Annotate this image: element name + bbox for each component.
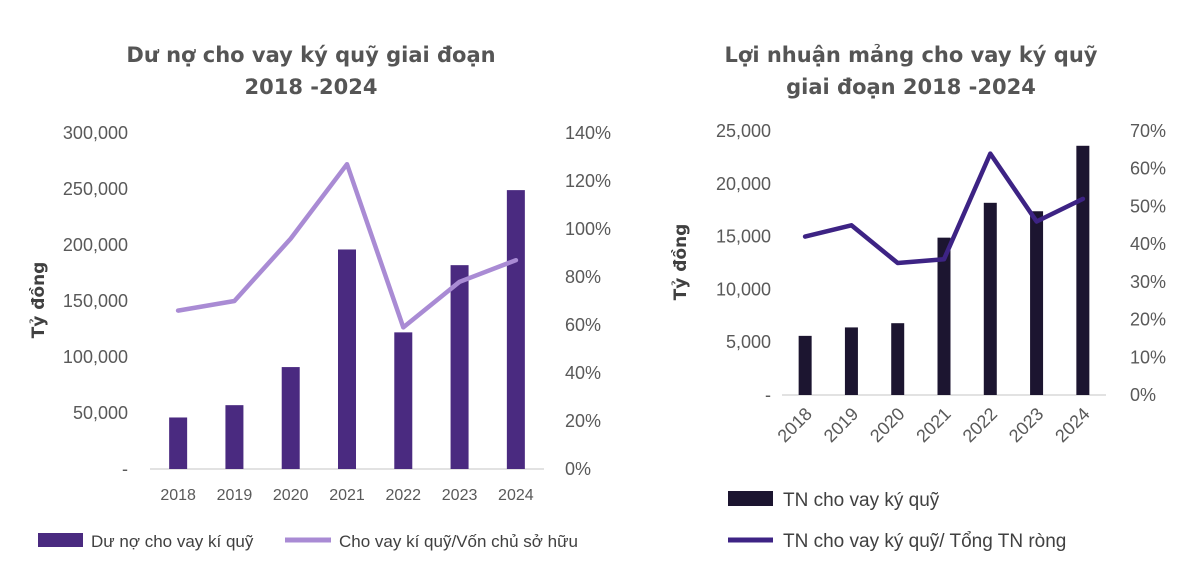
chart-2-y2-tick: 10% (1130, 347, 1166, 367)
chart-2-bar (798, 335, 812, 395)
chart-2-y2-tick: 50% (1130, 196, 1166, 216)
chart-1-line (175, 161, 519, 330)
chart-1-bar (506, 190, 525, 469)
chart-1-y2-tick: 20% (565, 411, 601, 431)
chart-2-y2-tick: 60% (1130, 159, 1166, 179)
chart-2-y2-ticks: 0% 10% 20% 30% 40% 50% 60% 70% (1130, 121, 1166, 405)
chart-2-y-tick: - (765, 385, 771, 405)
chart-1-y-tick: 50,000 (73, 403, 128, 423)
chart-1-y-tick: 250,000 (63, 179, 128, 199)
chart-2-bar (937, 237, 951, 395)
chart-2-x-tick: 2021 (912, 404, 954, 446)
chart-1-y-axis-title: Tỷ đồng (28, 262, 49, 339)
chart-1-legend-line-label: Cho vay kí quỹ/Vốn chủ sở hữu (339, 532, 578, 551)
chart-1-y-tick: 100,000 (63, 347, 128, 367)
chart-1-x-tick: 2023 (442, 487, 478, 504)
chart-2-legend-line-label: TN cho vay ký quỹ/ Tổng TN ròng (783, 531, 1066, 552)
chart-1-y-tick: - (122, 459, 128, 479)
chart-1-y2-tick: 100% (565, 219, 611, 239)
chart-1-bar (225, 405, 244, 469)
chart-2-y2-tick: 0% (1130, 385, 1156, 405)
chart-2-bar (1030, 211, 1044, 395)
chart-1-bar (169, 417, 188, 469)
chart-1-x-tick: 2021 (329, 487, 365, 504)
chart-1-x-ticks: 2018 2019 2020 2021 2022 2023 2024 (160, 487, 533, 504)
chart-1-x-tick: 2022 (385, 487, 421, 504)
chart-2-bar (1076, 145, 1090, 395)
chart-1-ratio-line (175, 161, 519, 330)
chart-2-y2-tick: 30% (1130, 272, 1166, 292)
chart-2-x-tick: 2023 (1005, 404, 1047, 446)
chart-2-y-tick: 10,000 (716, 279, 771, 299)
chart-1-bars (169, 190, 525, 469)
chart-2-y2-tick: 20% (1130, 310, 1166, 330)
chart-2-x-tick: 2020 (866, 404, 908, 446)
chart-2-x-tick: 2018 (774, 404, 816, 446)
chart-2-y2-tick: 70% (1130, 121, 1166, 141)
chart-2-legend-bar-swatch (728, 491, 773, 506)
chart-2-x-ticks: 2018 2019 2020 2021 2022 2023 2024 (774, 404, 1094, 446)
chart-1-legend-bar-label: Dư nợ cho vay kí quỹ (91, 532, 254, 551)
chart-1-bar (281, 367, 300, 469)
chart-2-bars (798, 145, 1090, 395)
chart-1-title-line-2: 2018 -2024 (245, 75, 378, 99)
chart-2-legend-bar-label: TN cho vay ký quỹ (783, 490, 940, 511)
chart-2-y-tick: 15,000 (716, 227, 771, 247)
margin-profit-chart: Lợi nhuận mảng cho vay ký quỹ giai đoạn … (670, 43, 1166, 552)
chart-1-x-tick: 2020 (273, 487, 309, 504)
chart-2-y-tick: 25,000 (716, 121, 771, 141)
chart-1-y-tick: 200,000 (63, 235, 128, 255)
chart-1-title-line-1: Dư nợ cho vay ký quỹ giai đoạn (126, 43, 495, 67)
chart-2-x-tick: 2022 (959, 404, 1001, 446)
chart-1-y-ticks: - 50,000 100,000 150,000 200,000 250,000 300,0… (63, 123, 128, 479)
chart-2-legend: TN cho vay ký quỹ TN cho vay ký quỹ/ Tổn… (728, 490, 1066, 552)
chart-2-y-axis-title: Tỷ đồng (670, 224, 691, 301)
chart-2-y-tick: 5,000 (726, 332, 771, 352)
chart-1-x-tick: 2018 (160, 487, 196, 504)
chart-1-legend: Dư nợ cho vay kí quỹ Cho vay kí quỹ/Vốn … (38, 532, 578, 551)
chart-2-bar (891, 323, 905, 395)
chart-2-y2-tick: 40% (1130, 234, 1166, 254)
chart-2-ratio-line (802, 151, 1086, 266)
chart-2-bar (983, 202, 997, 395)
margin-debt-chart: Dư nợ cho vay ký quỹ giai đoạn 2018 -202… (28, 43, 611, 551)
chart-1-y-tick: 150,000 (63, 291, 128, 311)
chart-1-y2-ticks: 0% 20% 40% 60% 80% 100% 120% 140% (565, 123, 611, 479)
chart-1-legend-bar-swatch (38, 533, 83, 547)
chart-2-y-ticks: - 5,000 10,000 15,000 20,000 25,000 (716, 121, 771, 405)
chart-1-y2-tick: 60% (565, 315, 601, 335)
chart-2-x-tick: 2024 (1051, 404, 1093, 446)
chart-2-line (802, 151, 1086, 266)
chart-1-y-tick: 300,000 (63, 123, 128, 143)
chart-2-title-line-2: giai đoạn 2018 -2024 (786, 75, 1036, 99)
chart-1-y2-tick: 120% (565, 171, 611, 191)
chart-1-y2-tick: 0% (565, 459, 591, 479)
chart-1-bar (450, 265, 469, 469)
chart-1-y2-tick: 40% (565, 363, 601, 383)
chart-1-x-tick: 2019 (217, 487, 253, 504)
chart-1-y2-tick: 80% (565, 267, 601, 287)
chart-2-bar (844, 327, 858, 395)
chart-2-title-line-1: Lợi nhuận mảng cho vay ký quỹ (725, 43, 1098, 67)
chart-1-x-tick: 2024 (498, 487, 534, 504)
chart-2-x-tick: 2019 (820, 404, 862, 446)
chart-1-bar (338, 249, 356, 469)
chart-1-y2-tick: 140% (565, 123, 611, 143)
chart-2-y-tick: 20,000 (716, 174, 771, 194)
chart-1-bar (394, 332, 413, 469)
